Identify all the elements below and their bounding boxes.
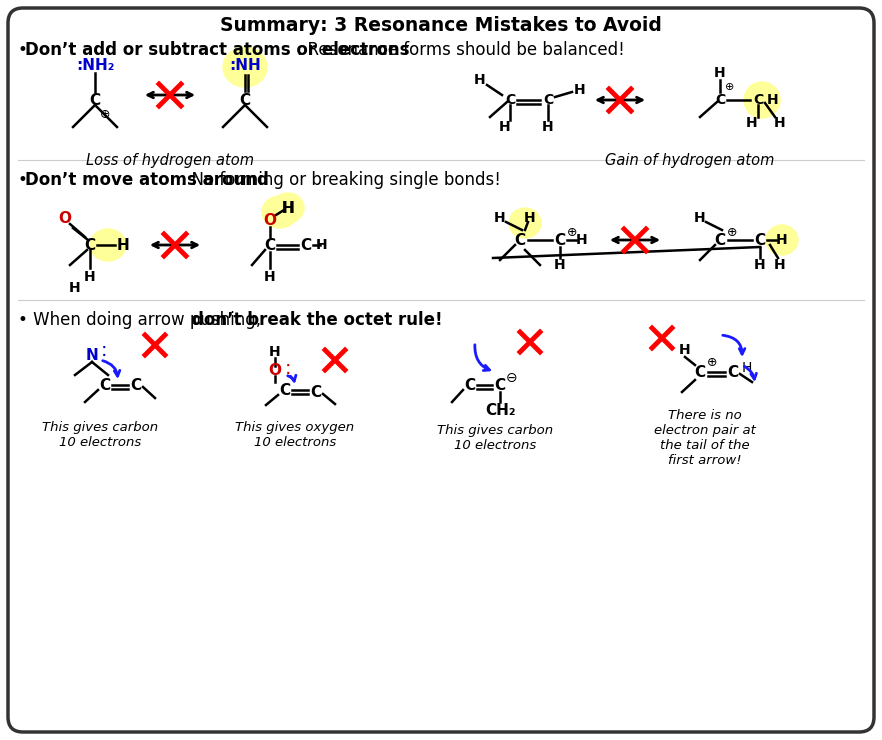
Text: C: C [753, 93, 763, 107]
Text: H: H [269, 345, 280, 359]
Text: H: H [746, 116, 758, 130]
Text: H: H [767, 93, 779, 107]
Ellipse shape [766, 225, 798, 255]
Text: C: C [543, 93, 553, 107]
Text: C: C [694, 365, 706, 380]
Text: C: C [728, 365, 738, 380]
Text: H: H [494, 211, 505, 225]
Text: ⊕: ⊕ [100, 107, 110, 121]
Text: C: C [301, 238, 311, 252]
Text: C: C [555, 232, 565, 247]
Text: C: C [495, 377, 505, 392]
Text: H: H [84, 270, 96, 284]
Text: This gives oxygen
10 electrons: This gives oxygen 10 electrons [235, 421, 355, 449]
Ellipse shape [744, 82, 780, 118]
Text: ⊕: ⊕ [725, 82, 735, 92]
Text: Loss of hydrogen atom: Loss of hydrogen atom [86, 152, 254, 167]
Text: C: C [465, 377, 475, 392]
Text: H: H [774, 116, 786, 130]
Text: C: C [514, 232, 526, 247]
Text: ⊕: ⊕ [567, 226, 577, 238]
Text: H: H [281, 201, 295, 215]
Text: O: O [268, 363, 281, 377]
Text: CH₂: CH₂ [485, 403, 515, 417]
Text: H: H [714, 66, 726, 80]
Text: H: H [116, 238, 130, 252]
Text: C: C [280, 383, 290, 397]
Text: H: H [475, 73, 486, 87]
Text: don’t break the octet rule!: don’t break the octet rule! [191, 311, 442, 329]
Text: ⊕: ⊕ [706, 355, 717, 369]
Text: ⊕: ⊕ [727, 226, 737, 238]
Text: H: H [576, 233, 587, 247]
FancyBboxPatch shape [8, 8, 874, 732]
Text: C: C [131, 377, 142, 392]
Text: :: : [101, 340, 108, 360]
Text: C: C [239, 92, 250, 107]
Text: C: C [89, 92, 101, 107]
Text: This gives carbon
10 electrons: This gives carbon 10 electrons [437, 424, 553, 452]
Text: H: H [281, 201, 295, 215]
Text: ⊖: ⊖ [506, 371, 518, 385]
Text: O: O [58, 210, 71, 226]
Ellipse shape [262, 196, 298, 228]
Text: . No forming or breaking single bonds!: . No forming or breaking single bonds! [182, 171, 501, 189]
Text: H: H [542, 120, 554, 134]
Text: H: H [774, 258, 786, 272]
Ellipse shape [90, 229, 126, 261]
Ellipse shape [509, 208, 541, 238]
Text: H: H [754, 258, 766, 272]
Text: C: C [505, 93, 515, 107]
Ellipse shape [223, 47, 267, 87]
Text: C: C [754, 232, 766, 247]
Text: H: H [69, 281, 81, 295]
Text: C: C [265, 238, 275, 252]
Text: C: C [100, 377, 110, 392]
Text: H: H [679, 343, 691, 357]
Text: H: H [776, 233, 788, 247]
Text: C: C [85, 238, 95, 252]
Text: . Resonance forms should be balanced!: . Resonance forms should be balanced! [297, 41, 624, 59]
Text: N: N [86, 348, 99, 363]
Text: H: H [499, 120, 511, 134]
Text: :NH₂: :NH₂ [76, 58, 114, 73]
Text: :: : [285, 358, 291, 377]
Text: :NH: :NH [229, 58, 261, 73]
Text: • When doing arrow pushing,: • When doing arrow pushing, [18, 311, 266, 329]
Text: H: H [694, 211, 706, 225]
Text: Don’t move atoms around: Don’t move atoms around [25, 171, 269, 189]
Text: H: H [554, 258, 566, 272]
Text: C: C [714, 232, 726, 247]
Text: H: H [265, 270, 276, 284]
Text: •: • [18, 171, 34, 189]
Text: O: O [264, 212, 276, 227]
Text: H: H [742, 361, 752, 375]
Text: Summary: 3 Resonance Mistakes to Avoid: Summary: 3 Resonance Mistakes to Avoid [220, 16, 662, 35]
Text: H: H [316, 238, 328, 252]
Text: This gives carbon
10 electrons: This gives carbon 10 electrons [42, 421, 158, 449]
Text: There is no
electron pair at
the tail of the
first arrow!: There is no electron pair at the tail of… [654, 409, 756, 467]
Text: C: C [310, 385, 322, 400]
Text: Don’t add or subtract atoms or electrons: Don’t add or subtract atoms or electrons [25, 41, 409, 59]
Text: C: C [715, 93, 725, 107]
Text: •: • [18, 41, 34, 59]
Text: H: H [574, 83, 586, 97]
Text: H: H [524, 211, 535, 225]
Text: Gain of hydrogen atom: Gain of hydrogen atom [605, 152, 774, 167]
Ellipse shape [272, 193, 304, 223]
